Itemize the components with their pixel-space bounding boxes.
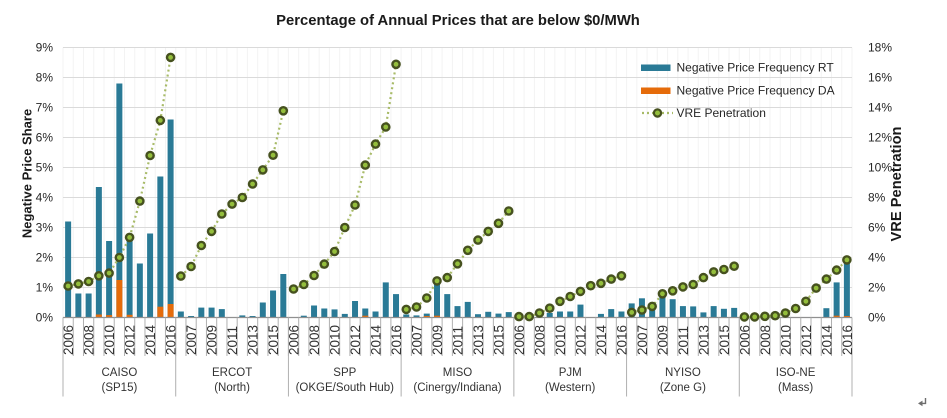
- svg-text:(SP15): (SP15): [102, 382, 138, 394]
- svg-text:2006: 2006: [61, 325, 76, 355]
- svg-text:0%: 0%: [868, 311, 886, 325]
- svg-text:2016: 2016: [389, 325, 404, 355]
- svg-text:PJM: PJM: [559, 367, 582, 379]
- svg-text:2013: 2013: [696, 325, 711, 355]
- svg-text:2013: 2013: [246, 325, 261, 355]
- svg-text:2012: 2012: [799, 325, 814, 355]
- svg-text:2006: 2006: [512, 325, 527, 355]
- svg-text:2009: 2009: [205, 325, 220, 355]
- svg-text:2%: 2%: [36, 251, 54, 265]
- svg-text:2007: 2007: [184, 325, 199, 355]
- svg-text:2013: 2013: [471, 325, 486, 355]
- svg-text:CAISO: CAISO: [102, 367, 138, 379]
- svg-text:ERCOT: ERCOT: [212, 367, 252, 379]
- svg-text:2015: 2015: [491, 325, 506, 355]
- svg-text:2007: 2007: [410, 325, 425, 355]
- svg-text:4%: 4%: [36, 191, 54, 205]
- svg-text:14%: 14%: [868, 101, 892, 115]
- svg-text:2016: 2016: [614, 325, 629, 355]
- svg-text:2012: 2012: [348, 325, 363, 355]
- svg-text:12%: 12%: [868, 131, 892, 145]
- svg-text:2006: 2006: [287, 325, 302, 355]
- svg-text:Percentage of Annual Prices th: Percentage of Annual Prices that are bel…: [276, 13, 640, 29]
- svg-text:9%: 9%: [36, 41, 54, 55]
- svg-text:(Cinergy/Indiana): (Cinergy/Indiana): [413, 382, 501, 394]
- svg-text:2008: 2008: [758, 325, 773, 355]
- svg-text:8%: 8%: [36, 71, 54, 85]
- svg-text:16%: 16%: [868, 71, 892, 85]
- svg-text:2009: 2009: [655, 325, 670, 355]
- svg-text:2015: 2015: [266, 325, 281, 355]
- svg-text:18%: 18%: [868, 41, 892, 55]
- svg-text:2008: 2008: [532, 325, 547, 355]
- svg-text:2011: 2011: [451, 326, 466, 355]
- svg-text:6%: 6%: [868, 221, 886, 235]
- svg-text:10%: 10%: [868, 161, 892, 175]
- svg-text:(Mass): (Mass): [778, 382, 813, 394]
- svg-text:2006: 2006: [737, 325, 752, 355]
- svg-text:4%: 4%: [868, 251, 886, 265]
- svg-text:(Zone G): (Zone G): [660, 382, 706, 394]
- svg-text:0%: 0%: [36, 311, 54, 325]
- svg-text:2014: 2014: [143, 324, 158, 355]
- svg-text:NYISO: NYISO: [665, 367, 701, 379]
- svg-text:2014: 2014: [369, 324, 384, 355]
- svg-text:8%: 8%: [868, 191, 886, 205]
- svg-text:2010: 2010: [778, 325, 793, 355]
- svg-text:6%: 6%: [36, 131, 54, 145]
- svg-text:2016: 2016: [164, 325, 179, 355]
- svg-text:2008: 2008: [82, 325, 97, 355]
- svg-text:2011: 2011: [225, 326, 240, 355]
- svg-text:2011: 2011: [676, 326, 691, 355]
- svg-text:2014: 2014: [594, 324, 609, 355]
- svg-text:2016: 2016: [840, 325, 855, 355]
- svg-text:ISO-NE: ISO-NE: [776, 367, 816, 379]
- svg-text:2%: 2%: [868, 281, 886, 295]
- svg-text:Negative Price Frequency DA: Negative Price Frequency DA: [677, 84, 835, 98]
- svg-text:2009: 2009: [430, 325, 445, 355]
- svg-text:2012: 2012: [573, 325, 588, 355]
- svg-text:2008: 2008: [307, 325, 322, 355]
- svg-text:2010: 2010: [553, 325, 568, 355]
- svg-text:(OKGE/South Hub): (OKGE/South Hub): [296, 382, 395, 394]
- svg-text:2014: 2014: [819, 324, 834, 355]
- svg-text:Negative Price Share: Negative Price Share: [20, 109, 35, 238]
- svg-text:(North): (North): [214, 382, 250, 394]
- svg-text:VRE Penetration: VRE Penetration: [889, 126, 905, 241]
- svg-text:2010: 2010: [102, 325, 117, 355]
- svg-text:1%: 1%: [36, 281, 54, 295]
- svg-text:Negative Price Frequency RT: Negative Price Frequency RT: [677, 61, 835, 75]
- svg-text:7%: 7%: [36, 101, 54, 115]
- svg-text:3%: 3%: [36, 221, 54, 235]
- svg-text:2012: 2012: [123, 325, 138, 355]
- svg-text:VRE Penetration: VRE Penetration: [677, 106, 766, 120]
- svg-text:5%: 5%: [36, 161, 54, 175]
- svg-text:MISO: MISO: [443, 367, 472, 379]
- svg-text:2015: 2015: [717, 325, 732, 355]
- svg-text:(Western): (Western): [545, 382, 595, 394]
- svg-text:2007: 2007: [635, 325, 650, 355]
- svg-text:SPP: SPP: [333, 367, 356, 379]
- svg-text:2010: 2010: [328, 325, 343, 355]
